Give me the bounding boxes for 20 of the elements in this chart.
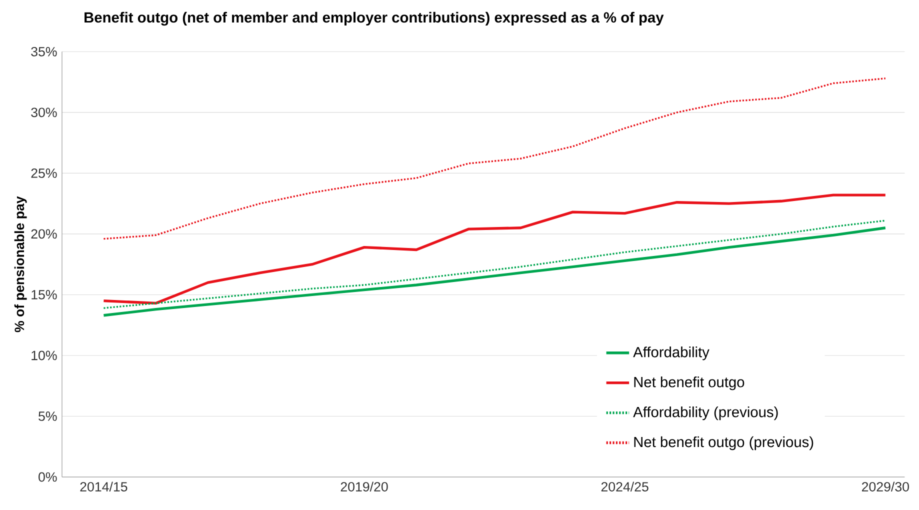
- line-series: [102, 78, 886, 240]
- x-tick-label: 2014/15: [80, 482, 128, 492]
- line-series: [102, 194, 887, 305]
- y-tick-label: 0%: [38, 472, 57, 482]
- legend-label: Net benefit outgo: [634, 376, 744, 390]
- y-axis-title: % of pensionable pay: [14, 196, 27, 332]
- x-tick-label: 2029/30: [862, 482, 909, 492]
- y-tick-label: 25%: [31, 168, 57, 178]
- x-tick-label: 2024/25: [601, 482, 648, 492]
- chart-title: Benefit outgo (net of member and employer contributions) expressed as a % of pay: [84, 12, 664, 26]
- y-tick-label: 5%: [38, 412, 57, 421]
- x-tick-label: 2019/20: [340, 482, 388, 492]
- y-tick-label: 10%: [32, 350, 57, 360]
- legend-label: Net benefit outgo (previous): [634, 436, 814, 450]
- legend-label: Affordability: [633, 346, 710, 360]
- y-tick-label: 15%: [32, 290, 57, 300]
- y-tick-label: 20%: [31, 229, 57, 239]
- y-tick-label: 35%: [31, 46, 57, 56]
- y-tick-label: 30%: [31, 108, 57, 118]
- legend-label: Affordability (previous): [633, 406, 778, 420]
